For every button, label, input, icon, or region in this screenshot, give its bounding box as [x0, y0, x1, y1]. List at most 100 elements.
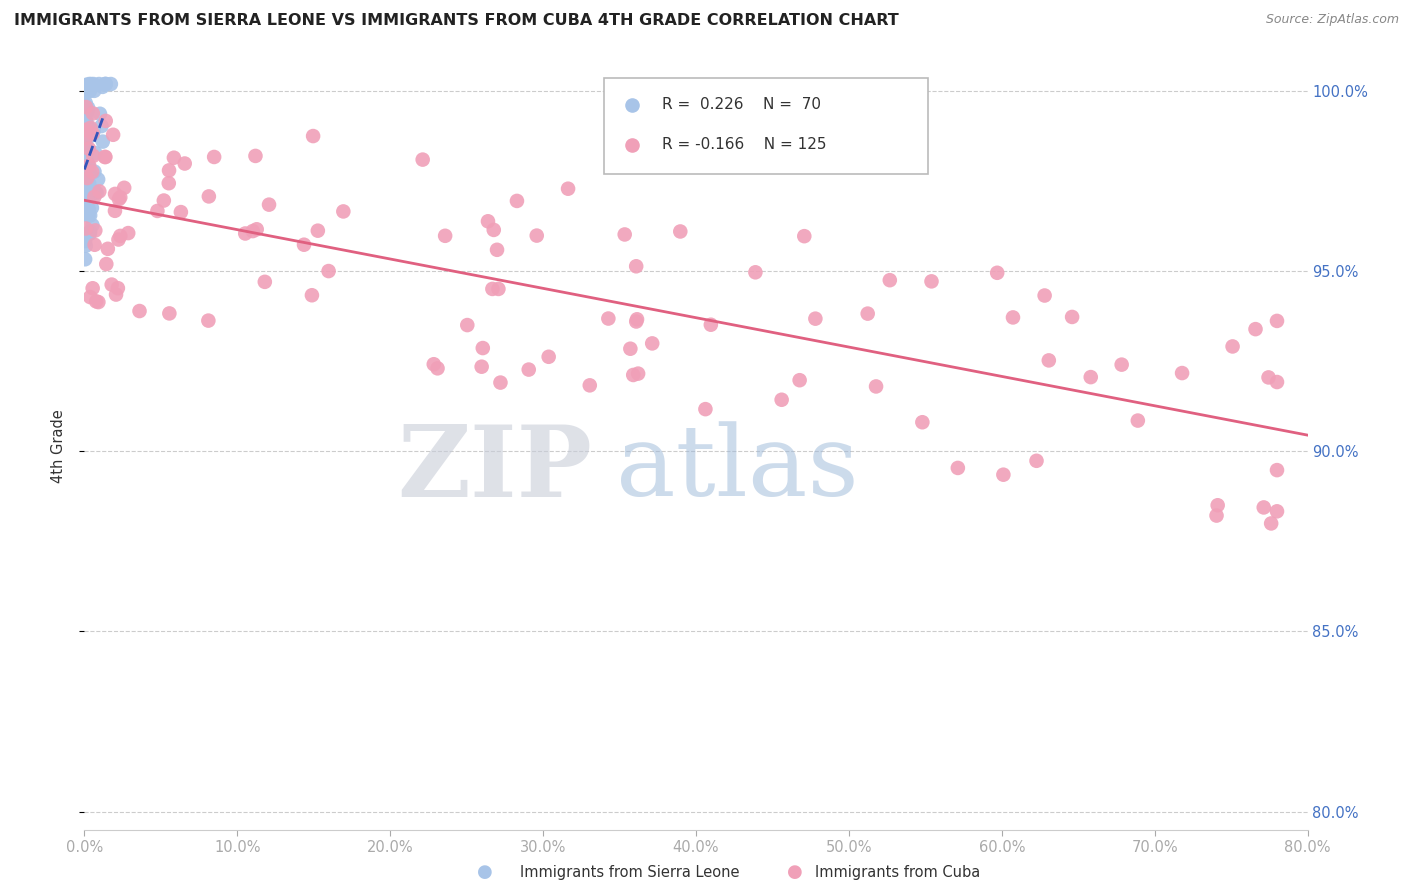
Point: [110, 190, 132, 204]
Point: [578, 378, 600, 392]
Point: [76, 104, 98, 119]
Point: [1265, 314, 1288, 328]
Point: [1265, 375, 1288, 389]
Point: [1257, 370, 1279, 384]
Point: [758, 282, 780, 296]
Point: [198, 189, 221, 203]
Point: [75, 123, 97, 137]
Point: [621, 368, 644, 382]
Point: [112, 181, 135, 195]
Point: [75, 106, 97, 120]
Point: [94, 77, 117, 91]
Point: [77, 177, 100, 191]
Point: [79, 166, 101, 180]
Point: [82, 281, 104, 295]
Point: [94, 77, 117, 91]
Point: [77, 77, 100, 91]
Point: [257, 197, 280, 211]
Point: [307, 224, 329, 238]
Point: [75, 100, 97, 114]
Point: [318, 264, 340, 278]
Point: [879, 273, 901, 287]
Point: [75, 162, 97, 177]
Point: [79, 290, 101, 304]
Point: [1126, 413, 1149, 427]
Point: [94, 77, 117, 91]
Point: [75, 239, 97, 253]
Point: [1111, 358, 1133, 372]
Point: [101, 128, 124, 142]
Point: [82, 127, 104, 141]
Text: Immigrants from Cuba: Immigrants from Cuba: [815, 865, 981, 880]
Point: [157, 176, 180, 190]
Point: [598, 311, 620, 326]
Point: [82, 165, 104, 179]
Point: [517, 362, 540, 376]
Point: [173, 156, 195, 170]
Point: [80, 201, 103, 215]
Point: [146, 203, 169, 218]
Point: [537, 350, 560, 364]
Point: [302, 129, 325, 144]
Point: [107, 281, 129, 295]
Point: [77, 159, 100, 173]
Point: [1033, 288, 1056, 302]
Point: [110, 228, 132, 243]
Point: [80, 77, 103, 91]
Y-axis label: 4th Grade: 4th Grade: [51, 409, 66, 483]
Point: [75, 95, 97, 110]
Point: [770, 392, 793, 407]
Point: [1222, 339, 1244, 353]
Point: [292, 237, 315, 252]
Point: [83, 237, 105, 252]
Point: [82, 77, 104, 91]
Point: [94, 150, 117, 164]
Point: [75, 188, 97, 202]
Point: [75, 114, 97, 128]
Point: [624, 260, 647, 274]
Point: [77, 227, 100, 241]
Point: [744, 265, 766, 279]
Point: [77, 158, 100, 172]
Point: [76, 81, 98, 95]
Point: [557, 182, 579, 196]
Point: [1205, 508, 1227, 523]
Point: [100, 277, 122, 292]
Point: [242, 224, 264, 238]
Point: [90, 119, 112, 133]
Point: [82, 149, 104, 163]
Point: [75, 193, 97, 207]
Point: [426, 361, 449, 376]
Point: [89, 107, 111, 121]
Point: [100, 77, 122, 91]
Point: [627, 367, 650, 381]
Point: [75, 131, 97, 145]
Point: [758, 469, 780, 483]
Point: [489, 376, 512, 390]
Point: [197, 313, 219, 327]
Point: [921, 274, 943, 288]
Point: [107, 233, 129, 247]
Point: [793, 229, 815, 244]
Point: [506, 194, 529, 208]
Text: atlas: atlas: [616, 421, 859, 516]
Point: [75, 195, 97, 210]
Point: [1265, 504, 1288, 518]
Point: [75, 208, 97, 222]
Point: [96, 257, 118, 271]
Point: [87, 77, 110, 91]
Point: [1265, 463, 1288, 477]
Point: [170, 205, 193, 219]
Point: [97, 242, 120, 256]
Point: [1260, 516, 1282, 531]
Point: [946, 461, 969, 475]
Point: [104, 186, 127, 201]
Point: [75, 135, 97, 149]
Point: [865, 379, 887, 393]
Point: [75, 252, 97, 267]
Point: [75, 201, 97, 215]
Point: [80, 183, 103, 197]
Point: [79, 208, 101, 222]
Point: [246, 222, 269, 236]
Point: [481, 282, 503, 296]
